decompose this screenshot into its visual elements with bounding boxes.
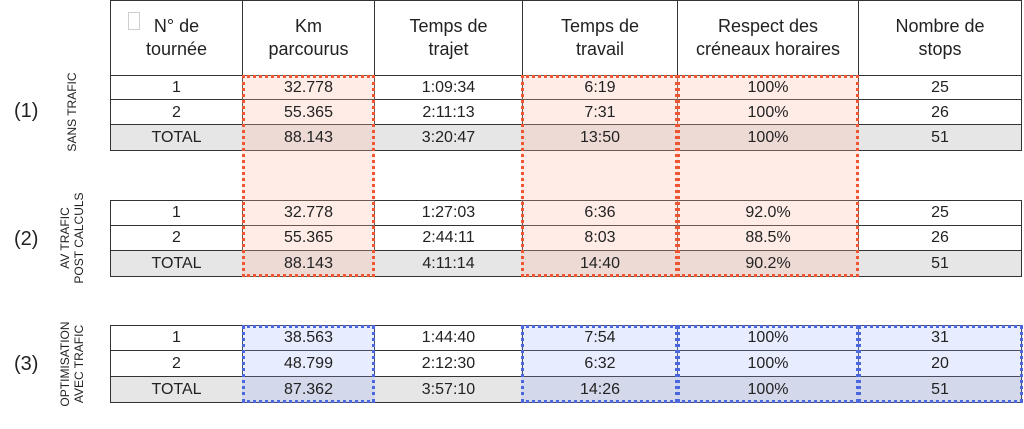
section-label-3: OPTIMISATION AVEC TRAFIC: [58, 321, 86, 407]
table-cell-travail: 7:31: [584, 103, 616, 121]
table-cell-stops: 31: [931, 328, 949, 346]
table-cell-km: 38.563: [284, 328, 333, 346]
table-cell-respect: 100%: [747, 128, 789, 146]
table-cell-tournee: 2: [172, 228, 181, 246]
table-cell-km: 88.143: [284, 254, 333, 272]
table-cell-respect: 88.5%: [745, 228, 791, 246]
table-cell-tournee: 1: [172, 328, 181, 346]
table-cell-stops: 51: [931, 380, 949, 398]
header-respect: Respect des créneaux horaires: [695, 15, 841, 59]
table-cell-trajet: 3:20:47: [421, 128, 476, 146]
table-cell-tournee: TOTAL: [151, 380, 202, 398]
table-cell-tournee: TOTAL: [151, 254, 202, 272]
total-row-bg-3: [111, 377, 1021, 402]
section-label-1: SANS TRAFIC: [65, 72, 79, 152]
section-number-2: (2): [14, 228, 39, 250]
table-cell-km: 88.143: [284, 128, 333, 146]
table-cell-km: 48.799: [284, 354, 333, 372]
table-cell-trajet: 2:12:30: [421, 354, 476, 372]
header-tournee: N° de tournée: [145, 15, 208, 59]
table-cell-respect: 90.2%: [745, 254, 791, 272]
table-cell-stops: 25: [931, 203, 949, 221]
header-stops: Nombre de stops: [895, 15, 985, 59]
table-cell-respect: 100%: [747, 103, 789, 121]
table-cell-stops: 51: [931, 128, 949, 146]
table-cell-km: 87.362: [284, 380, 333, 398]
table-cell-respect: 100%: [747, 78, 789, 96]
table-cell-trajet: 1:09:34: [421, 78, 476, 96]
table-cell-tournee: 2: [172, 354, 181, 372]
table-cell-km: 32.778: [284, 78, 333, 96]
table-cell-stops: 26: [931, 103, 949, 121]
total-row-bg-1: [111, 125, 1021, 150]
table-cell-km: 55.365: [284, 103, 333, 121]
table-cell-trajet: 2:44:11: [422, 228, 475, 246]
header-travail: Temps de travail: [560, 15, 640, 59]
header-trajet: Temps de trajet: [409, 15, 488, 59]
table-cell-respect: 92.0%: [745, 203, 791, 221]
table-cell-trajet: 3:57:10: [421, 380, 476, 398]
table-cell-tournee: TOTAL: [151, 128, 202, 146]
table-cell-travail: 6:19: [584, 78, 616, 96]
table-cell-respect: 100%: [747, 328, 789, 346]
table-cell-travail: 6:32: [584, 354, 616, 372]
header-corner-box: [128, 12, 140, 30]
table-cell-tournee: 1: [172, 203, 181, 221]
table-cell-tournee: 1: [172, 78, 181, 96]
section-label-2: AV TRAFIC POST CALCULS: [58, 192, 86, 284]
table-cell-travail: 14:40: [579, 254, 621, 272]
table-cell-stops: 20: [931, 354, 949, 372]
table-cell-trajet: 1:44:40: [421, 328, 476, 346]
table-cell-stops: 51: [931, 254, 949, 272]
total-row-bg-2: [111, 251, 1021, 276]
table-cell-stops: 25: [931, 78, 949, 96]
table-cell-trajet: 4:11:14: [422, 254, 475, 272]
table-cell-travail: 8:03: [584, 228, 616, 246]
table-cell-km: 55.365: [284, 228, 333, 246]
table-cell-travail: 7:54: [584, 328, 616, 346]
table-cell-trajet: 1:27:03: [421, 203, 476, 221]
section-number-1: (1): [14, 100, 39, 122]
table-cell-travail: 6:36: [584, 203, 616, 221]
table-cell-trajet: 2:11:13: [422, 103, 475, 121]
section-number-3: (3): [14, 353, 39, 375]
table-cell-respect: 100%: [747, 354, 789, 372]
table-cell-travail: 13:50: [579, 128, 621, 146]
header-km: Km parcourus: [268, 15, 349, 59]
table-cell-travail: 14:26: [579, 380, 621, 398]
table-cell-tournee: 2: [172, 103, 181, 121]
table-cell-stops: 26: [931, 228, 949, 246]
table-cell-km: 32.778: [284, 203, 333, 221]
table-cell-respect: 100%: [747, 380, 789, 398]
